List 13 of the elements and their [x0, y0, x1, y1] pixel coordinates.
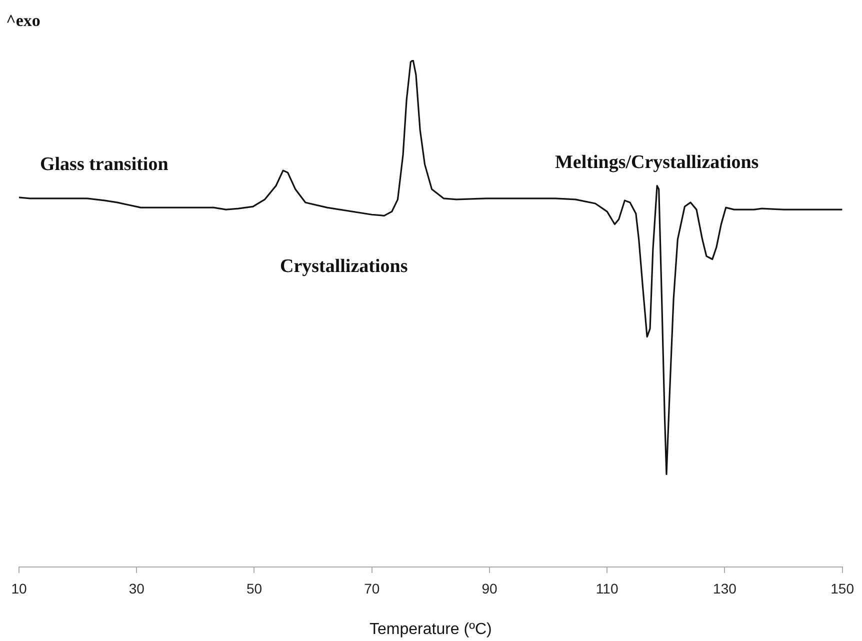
x-tick-label: 150 — [830, 580, 854, 596]
x-axis-title: Temperature (ºC) — [369, 620, 492, 638]
annotation: Glass transition — [40, 154, 169, 175]
x-tick-label: 70 — [364, 580, 380, 596]
y-axis-title: ^exo — [6, 11, 40, 30]
x-tick-label: 90 — [482, 580, 498, 596]
x-tick-label: 30 — [128, 580, 145, 596]
x-tick-label: 130 — [713, 580, 737, 596]
x-tick-label: 110 — [596, 580, 618, 596]
annotation: Crystallizations — [280, 256, 408, 277]
x-tick-label: 50 — [246, 580, 262, 596]
annotation: Meltings/Crystallizations — [555, 152, 759, 173]
x-tick-label: 10 — [11, 580, 27, 596]
